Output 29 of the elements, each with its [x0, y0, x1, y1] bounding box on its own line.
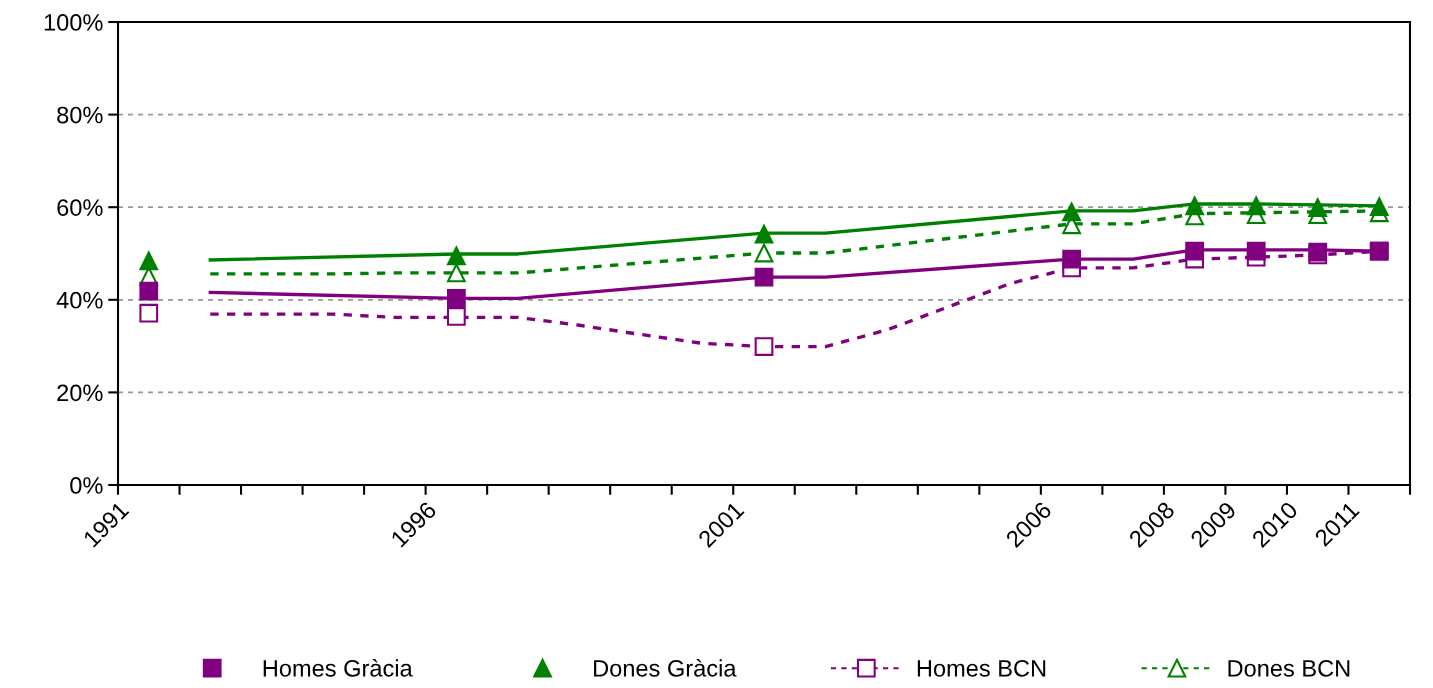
point	[754, 267, 774, 287]
legend-label: Dones BCN	[1228, 659, 1350, 677]
point	[139, 251, 159, 271]
point	[447, 246, 466, 266]
legend-label: Homes BCN	[917, 659, 1046, 677]
y-tick-label: 80%	[57, 106, 103, 124]
legend-label: Dones Gràcia	[594, 659, 737, 677]
point	[754, 337, 774, 356]
y-tick-label: 60%	[57, 199, 103, 216]
legend-label: Homes Gràcia	[263, 659, 413, 677]
point	[1062, 249, 1081, 269]
y-tick-label: 100%	[44, 14, 103, 31]
point	[1062, 202, 1081, 222]
point	[447, 289, 466, 308]
point	[1369, 197, 1389, 217]
y-tick-label: 20%	[57, 384, 103, 402]
point	[447, 263, 466, 283]
y-tick-label: 40%	[56, 291, 103, 309]
point	[1246, 196, 1266, 216]
point	[1185, 241, 1205, 261]
point	[1246, 241, 1266, 261]
point	[447, 307, 466, 326]
point	[1308, 198, 1328, 218]
point	[754, 243, 774, 263]
point	[139, 303, 159, 323]
point	[1185, 196, 1205, 216]
y-tick-label: 0%	[70, 477, 103, 494]
point	[754, 224, 774, 244]
point	[139, 281, 159, 301]
